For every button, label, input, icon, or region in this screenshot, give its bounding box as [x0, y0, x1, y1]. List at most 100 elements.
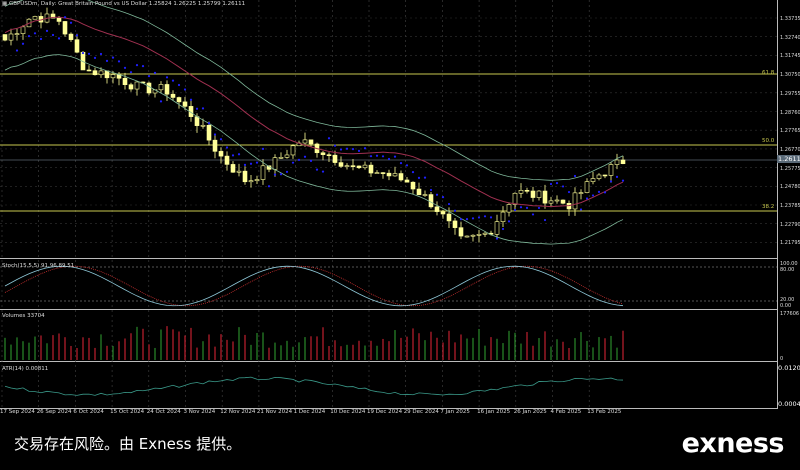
parabolic-sar-dot	[351, 147, 355, 151]
symbol: GBPUSDm	[8, 1, 38, 7]
candle-bull	[260, 165, 266, 180]
parabolic-sar-dot	[237, 153, 241, 156]
parabolic-sar-dot	[585, 197, 589, 200]
parabolic-sar-dot	[609, 180, 613, 183]
volumes-label: Volumes 33704	[2, 313, 45, 319]
price-axis[interactable]	[777, 0, 800, 409]
parabolic-sar-dot	[435, 193, 439, 196]
candle-bear	[74, 39, 80, 53]
date-tick: 6 Oct 2024	[73, 409, 104, 415]
parabolic-sar-dot	[225, 146, 229, 149]
candle-bull	[374, 172, 380, 174]
parabolic-sar-dot	[411, 171, 415, 174]
price-pane[interactable]	[0, 0, 777, 259]
parabolic-sar-dot	[417, 176, 421, 180]
chart-header: ▦ GBPUSDm, Daily: Great Britain Pound vs…	[2, 1, 246, 7]
price-tick: 1.30750	[780, 72, 800, 79]
fib-50-label: 50.0	[762, 138, 775, 144]
parabolic-sar-dot	[201, 107, 205, 110]
candle-bear	[356, 165, 362, 169]
parabolic-sar-dot	[357, 149, 361, 152]
candle-bull	[464, 235, 470, 238]
parabolic-sar-dot	[213, 133, 217, 136]
candle-bear	[50, 13, 56, 19]
menu-icon[interactable]: ▦	[2, 1, 8, 7]
parabolic-sar-dot	[135, 63, 139, 67]
parabolic-sar-dot	[561, 185, 565, 188]
parabolic-sar-dot	[153, 71, 157, 75]
candle-bear	[86, 69, 92, 72]
candle-bear	[386, 172, 392, 177]
candle-bull	[8, 33, 14, 41]
parabolic-sar-dot	[393, 155, 397, 158]
parabolic-sar-dot	[297, 158, 301, 162]
date-tick: 10 Dec 2024	[330, 409, 366, 415]
atr-tick: 0.00047	[778, 400, 800, 408]
parabolic-sar-dot	[33, 32, 37, 35]
parabolic-sar-dot	[429, 188, 433, 192]
parabolic-sar-dot	[81, 51, 85, 55]
candle-bear	[458, 227, 464, 237]
candle-bear	[56, 17, 62, 22]
atr-pane[interactable]	[0, 364, 777, 409]
candle-bull	[362, 164, 368, 169]
parabolic-sar-dot	[45, 29, 49, 32]
candle-bear	[446, 213, 452, 222]
candle-bear	[164, 84, 170, 95]
date-tick: 24 Oct 2024	[146, 409, 181, 415]
candle-bull	[290, 145, 296, 156]
parabolic-sar-dot	[603, 191, 607, 194]
candle-bear	[620, 159, 626, 165]
candle-bull	[536, 190, 542, 198]
exness-logo: exness	[681, 428, 785, 459]
candle-bear	[440, 211, 446, 215]
parabolic-sar-dot	[531, 213, 535, 216]
candle-bull	[344, 165, 350, 167]
stoch-tick: 100.00	[780, 261, 798, 267]
candle-bull	[500, 211, 506, 222]
parabolic-sar-dot	[129, 71, 133, 74]
candle-bear	[230, 164, 236, 173]
date-tick: 13 Feb 2025	[587, 409, 622, 415]
parabolic-sar-dot	[597, 190, 601, 193]
candle-bear	[602, 174, 608, 177]
candle-bear	[338, 162, 344, 167]
candle-bull	[548, 200, 554, 204]
stoch-tick: 0.00	[780, 303, 792, 309]
candle-bear	[92, 70, 98, 76]
candle-bull	[554, 199, 560, 202]
parabolic-sar-dot	[339, 148, 343, 151]
parabolic-sar-dot	[399, 161, 403, 165]
parabolic-sar-dot	[513, 209, 517, 212]
parabolic-sar-dot	[39, 37, 43, 41]
parabolic-sar-dot	[309, 159, 313, 162]
parabolic-sar-dot	[159, 100, 163, 103]
parabolic-sar-dot	[477, 216, 481, 219]
candle-bear	[332, 154, 338, 163]
parabolic-sar-dot	[345, 147, 349, 150]
parabolic-sar-dot	[441, 196, 445, 199]
parabolic-sar-dot	[333, 144, 337, 147]
candle-bear	[2, 34, 8, 41]
candle-bear	[212, 139, 218, 152]
ohlc-high: 1.26225	[173, 1, 197, 7]
candle-bull	[200, 124, 206, 127]
candle-bear	[560, 199, 566, 204]
candle-bear	[308, 139, 314, 145]
parabolic-sar-dot	[63, 16, 67, 19]
parabolic-sar-dot	[273, 173, 277, 176]
stoch-tick: 20.00	[780, 297, 795, 303]
candle-bull	[236, 170, 242, 173]
parabolic-sar-dot	[231, 154, 235, 157]
candle-bull	[482, 232, 488, 235]
parabolic-sar-dot	[519, 206, 523, 209]
stoch-main-line	[4, 265, 624, 307]
candle-bear	[68, 33, 74, 40]
parabolic-sar-dot	[93, 56, 97, 59]
candle-bear	[206, 124, 212, 141]
moving-average-line	[4, 16, 624, 208]
parabolic-sar-dot	[267, 185, 271, 188]
candle-bull	[134, 81, 140, 90]
lower-band-line	[4, 54, 624, 245]
candle-bear	[428, 194, 434, 208]
